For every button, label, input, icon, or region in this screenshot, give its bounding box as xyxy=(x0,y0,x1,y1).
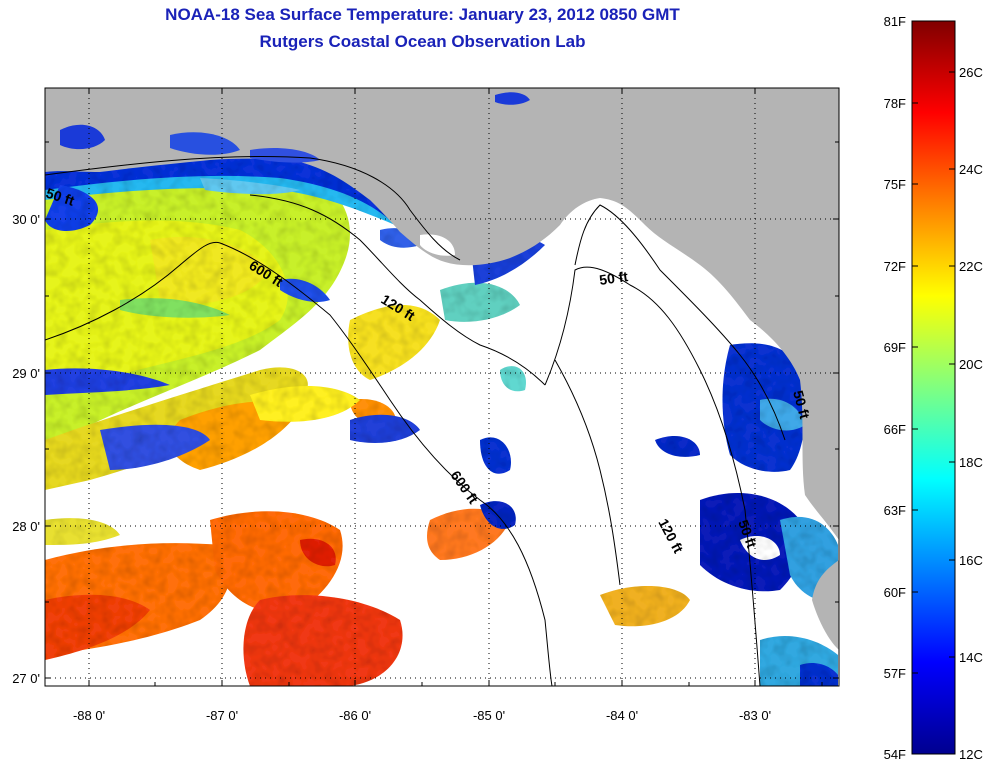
cbar-c-14: 14C xyxy=(959,650,983,665)
lat-label-29: 29 0' xyxy=(12,366,40,381)
contour-120ft-west xyxy=(249,194,546,386)
contour-label-50ft-east: 50 ft xyxy=(790,389,813,421)
cbar-f-66: 66F xyxy=(884,422,906,437)
lon-label-88: -88 0' xyxy=(73,708,105,723)
contour-50ft-west xyxy=(45,155,461,261)
depth-contours xyxy=(45,155,786,686)
cbar-f-60: 60F xyxy=(884,585,906,600)
lon-label-87: -87 0' xyxy=(206,708,238,723)
lon-label-83: -83 0' xyxy=(739,708,771,723)
lon-label-84: -84 0' xyxy=(606,708,638,723)
cbar-c-18: 18C xyxy=(959,455,983,470)
tick-marks xyxy=(45,88,839,686)
contour-coast-detail xyxy=(554,359,621,586)
cbar-c-22: 22C xyxy=(959,259,983,274)
lat-label-30: 30 0' xyxy=(12,212,40,227)
cbar-f-78: 78F xyxy=(884,96,906,111)
contour-label-50ft-big-bend: 50 ft xyxy=(598,268,629,288)
cbar-c-20: 20C xyxy=(959,357,983,372)
contour-120ft-east xyxy=(544,266,761,686)
contour-50ft-east xyxy=(574,204,786,441)
map-frame xyxy=(44,87,840,687)
cbar-f-75: 75F xyxy=(884,177,906,192)
colorbar-ticks xyxy=(912,71,955,674)
map-title: NOAA-18 Sea Surface Temperature: January… xyxy=(165,5,680,24)
contour-600ft xyxy=(45,241,553,686)
cbar-f-63: 63F xyxy=(884,503,906,518)
cbar-c-12: 12C xyxy=(959,747,983,762)
cbar-c-24: 24C xyxy=(959,162,983,177)
lon-label-85: -85 0' xyxy=(473,708,505,723)
cbar-c-26: 26C xyxy=(959,65,983,80)
sst-field xyxy=(45,143,838,686)
cbar-f-81: 81F xyxy=(884,14,906,29)
cbar-f-72: 72F xyxy=(884,259,906,274)
lon-label-86: -86 0' xyxy=(339,708,371,723)
map-subtitle: Rutgers Coastal Ocean Observation Lab xyxy=(259,32,586,51)
colorbar-scale xyxy=(911,20,956,755)
cbar-c-16: 16C xyxy=(959,553,983,568)
lon-tick-labels: -88 0' -87 0' -86 0' -85 0' -84 0' -83 0… xyxy=(73,708,771,723)
cbar-f-57: 57F xyxy=(884,666,906,681)
plot-area: 50 ft 600 ft 120 ft 50 ft 600 ft 120 ft … xyxy=(45,88,839,686)
lat-tick-labels: 30 0' 29 0' 28 0' 27 0' xyxy=(12,212,40,686)
lat-label-28: 28 0' xyxy=(12,519,40,534)
cbar-f-54: 54F xyxy=(884,747,906,762)
cbar-f-69: 69F xyxy=(884,340,906,355)
lat-label-27: 27 0' xyxy=(12,671,40,686)
colorbar-fahrenheit-labels: 81F 78F 75F 72F 69F 66F 63F 60F 57F 54F xyxy=(884,14,906,762)
colorbar-celsius-labels: 26C 24C 22C 20C 18C 16C 14C 12C xyxy=(959,65,983,762)
